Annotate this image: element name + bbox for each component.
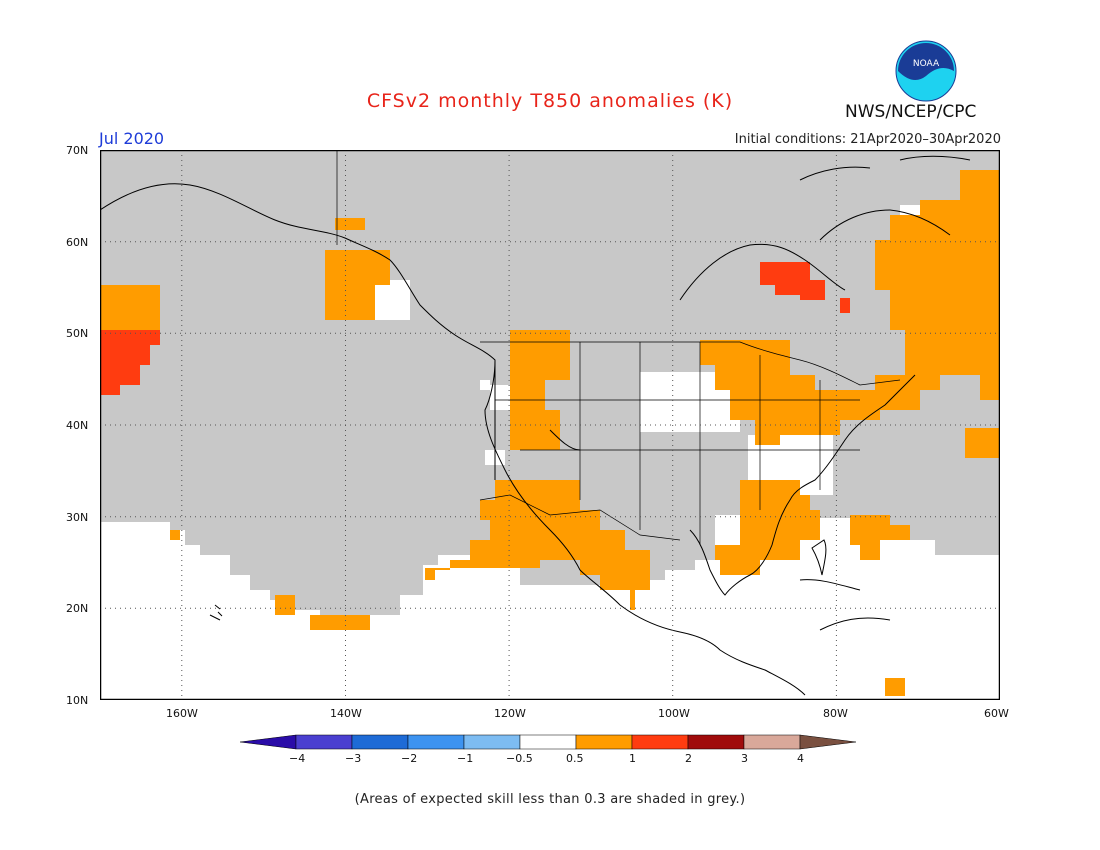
- colorbar-segment: [631, 734, 689, 750]
- skill-footnote: (Areas of expected skill less than 0.3 a…: [354, 792, 746, 807]
- colorbar-arrow-high: [799, 734, 857, 750]
- colorbar-label: −4: [289, 752, 306, 765]
- colorbar-segment: [687, 734, 745, 750]
- lat-label: 10N: [66, 694, 89, 707]
- lon-label: 120W: [494, 707, 526, 720]
- lon-label: 60W: [984, 707, 1009, 720]
- colorbar-segment: [407, 734, 465, 750]
- colorbar-segment: [351, 734, 409, 750]
- colorbar: [240, 734, 857, 750]
- colorbar-segment: [743, 734, 801, 750]
- lat-label: 60N: [66, 236, 89, 249]
- colorbar-arrow-low: [240, 734, 297, 750]
- colorbar-label: 1: [629, 752, 636, 765]
- colorbar-segment: [295, 734, 353, 750]
- logo-text: NOAA: [913, 59, 940, 69]
- lat-label: 70N: [66, 144, 89, 157]
- colorbar-label: 4: [797, 752, 804, 765]
- colorbar-label: 3: [741, 752, 748, 765]
- colorbar-label: 2: [685, 752, 692, 765]
- warm-anomaly-regions: [100, 170, 1000, 696]
- colorbar-segment: [575, 734, 633, 750]
- anomaly-map: [100, 150, 1000, 700]
- noaa-logo: NOAA: [895, 40, 957, 102]
- colorbar-segment: [519, 734, 577, 750]
- colorbar-label: −2: [401, 752, 418, 765]
- colorbar-label: −0.5: [506, 752, 533, 765]
- colorbar-label: 0.5: [566, 752, 584, 765]
- colorbar-segment: [463, 734, 521, 750]
- graticule: [100, 150, 1000, 700]
- agency-label: NWS/NCEP/CPC: [845, 102, 977, 122]
- initial-conditions-label: Initial conditions: 21Apr2020–30Apr2020: [734, 132, 1001, 147]
- lon-label: 100W: [658, 707, 690, 720]
- strong-warm-anomaly-regions: [100, 262, 850, 395]
- colorbar-label: −1: [457, 752, 474, 765]
- political-borders: [336, 150, 901, 545]
- lon-label: 80W: [823, 707, 848, 720]
- lat-label: 50N: [66, 327, 89, 340]
- lat-label: 40N: [66, 419, 89, 432]
- lat-label: 30N: [66, 511, 89, 524]
- map-title: CFSv2 monthly T850 anomalies (K): [366, 90, 734, 112]
- map-frame: [100, 150, 1000, 700]
- lon-label: 160W: [166, 707, 198, 720]
- lat-label: 20N: [66, 602, 89, 615]
- month-label: Jul 2020: [99, 129, 165, 148]
- lon-label: 140W: [330, 707, 362, 720]
- colorbar-label: −3: [345, 752, 362, 765]
